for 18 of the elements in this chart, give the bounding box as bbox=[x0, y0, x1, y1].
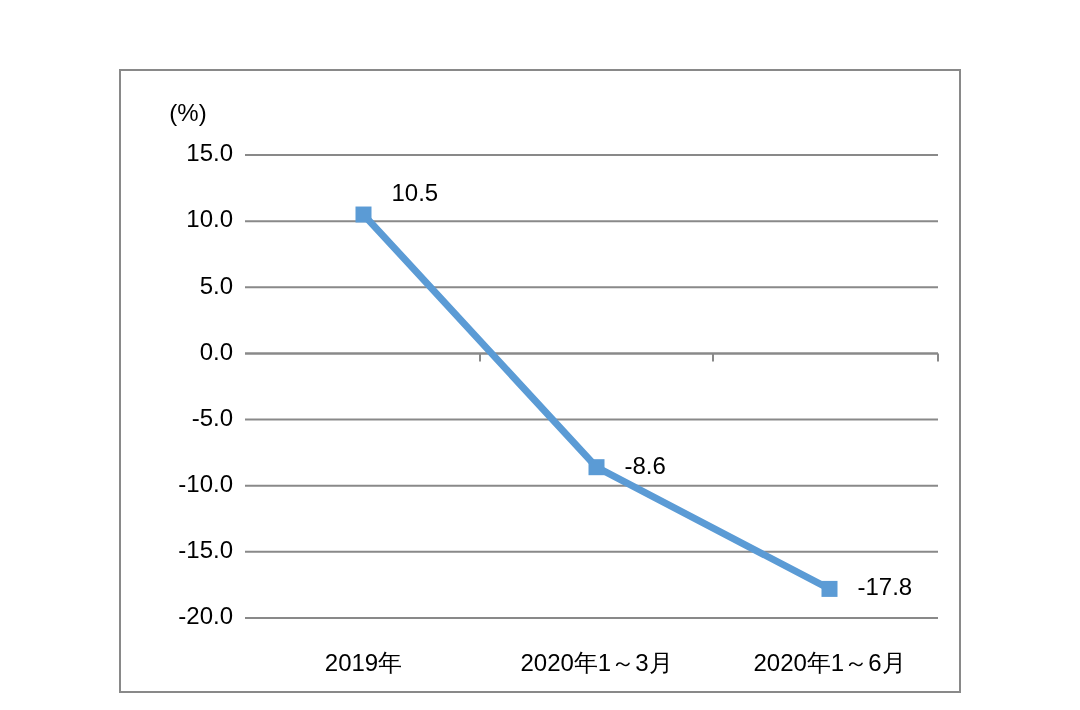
y-tick-label: 10.0 bbox=[186, 205, 233, 233]
x-tick-label: 2020年1～6月 bbox=[753, 649, 906, 677]
y-tick-label: 15.0 bbox=[186, 139, 233, 167]
y-axis-title: (%) bbox=[169, 99, 207, 127]
data-label: -17.8 bbox=[857, 573, 913, 601]
y-tick-label: 5.0 bbox=[199, 271, 233, 299]
x-tick-label: 2020年1～3月 bbox=[520, 649, 673, 677]
y-tick-label: -15.0 bbox=[178, 536, 233, 564]
y-tick-label: 0.0 bbox=[199, 337, 233, 365]
data-label: -8.6 bbox=[624, 451, 666, 479]
x-tick-label: 2019年 bbox=[324, 649, 403, 677]
data-label: 10.5 bbox=[391, 178, 439, 206]
y-tick-label: -20.0 bbox=[178, 602, 233, 630]
y-tick-label: -10.0 bbox=[178, 470, 233, 498]
point bbox=[588, 459, 605, 476]
point bbox=[355, 206, 372, 223]
point bbox=[821, 580, 838, 597]
y-tick-label: -5.0 bbox=[191, 403, 233, 431]
